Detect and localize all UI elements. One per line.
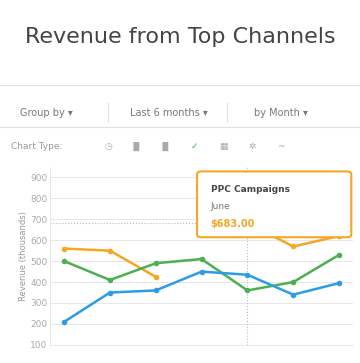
Text: Revenue from Top Channels: Revenue from Top Channels xyxy=(25,27,335,47)
Text: Chart Type:: Chart Type: xyxy=(11,142,62,151)
Text: ◷: ◷ xyxy=(104,142,112,151)
Text: PPC Campaigns: PPC Campaigns xyxy=(211,185,290,194)
Text: $683.00: $683.00 xyxy=(211,219,255,229)
Text: by Month ▾: by Month ▾ xyxy=(254,107,308,118)
Text: ▐▌: ▐▌ xyxy=(159,142,172,151)
Text: ▐▌: ▐▌ xyxy=(130,142,144,151)
Text: ~: ~ xyxy=(277,142,284,151)
Text: Last 6 months ▾: Last 6 months ▾ xyxy=(130,107,208,118)
FancyBboxPatch shape xyxy=(197,171,351,237)
Y-axis label: Revenue (thousands): Revenue (thousands) xyxy=(19,211,28,301)
Text: Group by ▾: Group by ▾ xyxy=(21,107,73,118)
Text: ✓: ✓ xyxy=(191,142,198,151)
Text: ▦: ▦ xyxy=(219,142,228,151)
Text: ✲: ✲ xyxy=(248,142,256,151)
Text: June: June xyxy=(211,202,230,211)
